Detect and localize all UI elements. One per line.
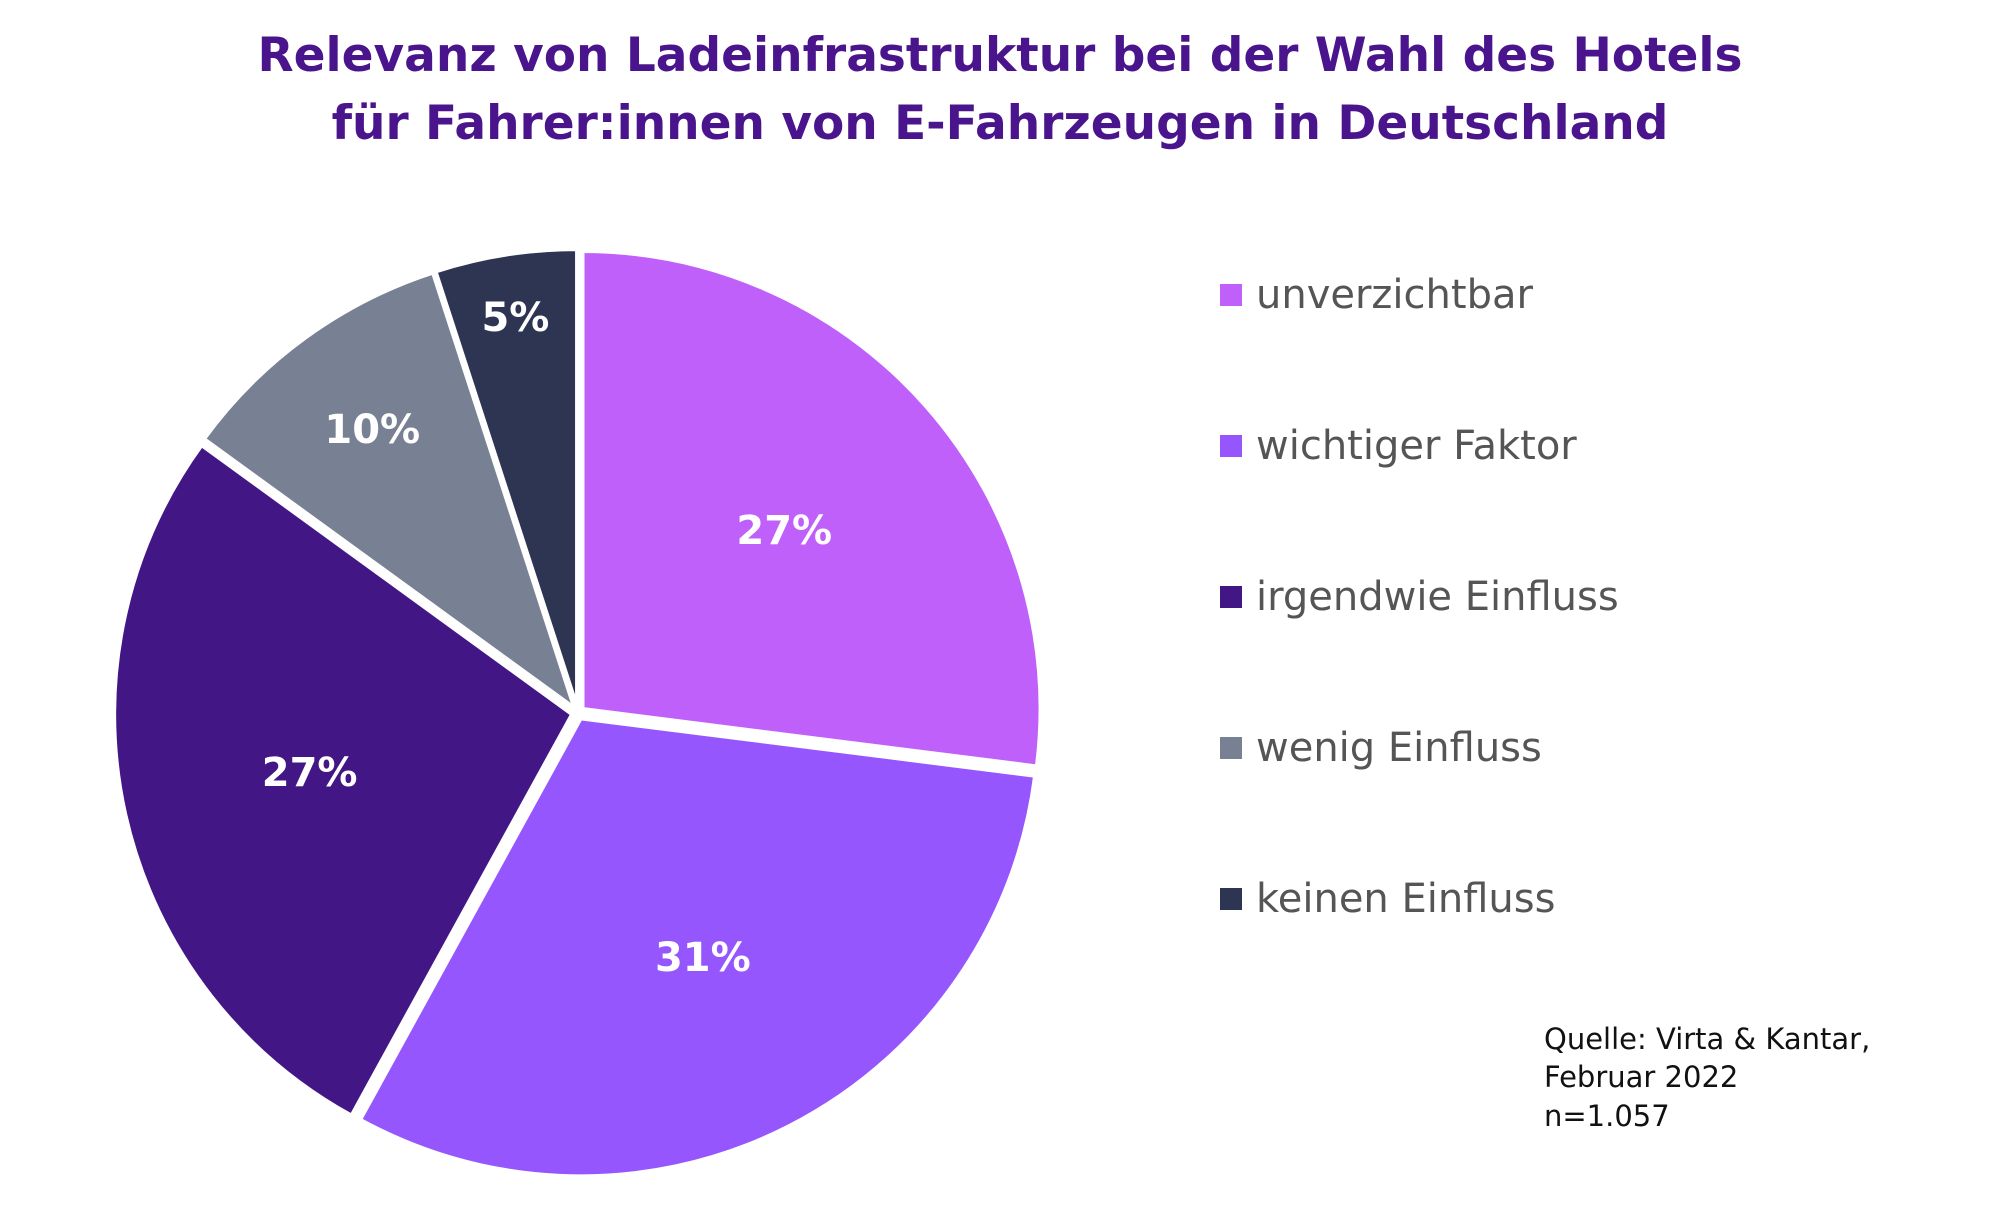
legend-item-wichtiger-faktor: wichtiger Faktor <box>1220 416 1577 476</box>
pie-slice-wenig-einfluss <box>201 270 577 711</box>
slice-label-irgendwie-einfluss: 27% <box>262 750 358 796</box>
legend-swatch <box>1220 435 1242 457</box>
legend-swatch <box>1220 284 1242 306</box>
slice-label-unverzichtbar: 27% <box>736 508 832 554</box>
legend-item-irgendwie-einfluss: irgendwie Einfluss <box>1220 567 1619 627</box>
slice-label-wenig-einfluss: 10% <box>324 407 420 453</box>
chart-title-line-2: für Fahrer:innen von E-Fahrzeugen in Deu… <box>331 96 1669 152</box>
legend-swatch <box>1220 737 1242 759</box>
legend-item-wenig-einfluss: wenig Einfluss <box>1220 718 1542 778</box>
source-note: Quelle: Virta & Kantar, Februar 2022 n=1… <box>1544 1020 1870 1135</box>
legend-label: wichtiger Faktor <box>1256 423 1577 469</box>
chart-title-line-1: Relevanz von Ladeinfrastruktur bei der W… <box>257 28 1743 83</box>
slice-label-keinen-einfluss: 5% <box>481 295 549 341</box>
pie-slice-wichtiger-faktor <box>358 716 1038 1179</box>
pie-slice-irgendwie-einfluss <box>112 443 575 1118</box>
source-line-2: Februar 2022 <box>1544 1060 1739 1095</box>
pie-slice-unverzichtbar <box>580 249 1043 769</box>
pie-slice-keinen-einfluss <box>433 247 580 710</box>
legend-label: wenig Einfluss <box>1256 725 1542 771</box>
legend-item-keinen-einfluss: keinen Einfluss <box>1220 869 1555 929</box>
legend-item-unverzichtbar: unverzichtbar <box>1220 265 1533 325</box>
legend-label: unverzichtbar <box>1256 272 1533 318</box>
legend-label: keinen Einfluss <box>1256 876 1556 922</box>
legend-label: irgendwie Einfluss <box>1256 574 1619 620</box>
slice-label-wichtiger-faktor: 31% <box>655 935 751 981</box>
source-line-3: n=1.057 <box>1544 1098 1670 1133</box>
legend-swatch <box>1220 586 1242 608</box>
legend-swatch <box>1220 888 1242 910</box>
chart-title: Relevanz von Ladeinfrastruktur bei der W… <box>0 22 2000 158</box>
source-line-1: Quelle: Virta & Kantar, <box>1544 1022 1871 1056</box>
